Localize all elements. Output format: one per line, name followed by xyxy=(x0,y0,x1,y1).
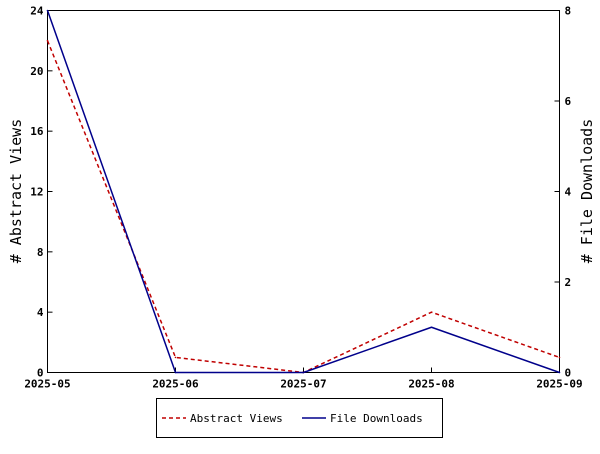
right-tick-label: 0 xyxy=(565,367,572,380)
data-point-abstract-views xyxy=(558,356,561,359)
left-tick-label: 16 xyxy=(30,125,44,138)
right-tick-label: 2 xyxy=(565,276,572,289)
data-point-abstract-views xyxy=(430,311,433,313)
left-tick-label: 24 xyxy=(30,5,44,18)
data-point-file-downloads xyxy=(430,326,433,329)
left-axis-ticks: 0 4 8 12 16 20 24 xyxy=(30,5,53,380)
data-point-abstract-views xyxy=(174,356,177,359)
legend-label-file-downloads: File Downloads xyxy=(330,412,423,425)
x-tick-label: 2025-07 xyxy=(280,378,326,391)
x-tick-label: 2025-09 xyxy=(536,378,582,391)
series-line-abstract-views xyxy=(46,40,560,374)
right-axis-ticks: 0 2 4 6 8 xyxy=(554,5,572,380)
left-tick-label: 0 xyxy=(37,367,44,380)
data-point-file-downloads xyxy=(302,371,305,374)
legend-label-abstract-views: Abstract Views xyxy=(190,412,283,425)
data-point-file-downloads xyxy=(46,9,49,12)
series-line-file-downloads xyxy=(46,10,560,374)
x-axis-ticks: 2025-05 2025-06 2025-07 2025-08 2025-09 xyxy=(24,367,583,391)
x-tick-label: 2025-05 xyxy=(24,378,70,391)
x-tick-label: 2025-08 xyxy=(408,378,454,391)
left-tick-label: 20 xyxy=(30,65,43,78)
legend-box xyxy=(156,398,443,438)
data-point-abstract-views xyxy=(46,39,49,42)
right-axis-title: # File Downloads xyxy=(578,119,596,264)
right-tick-label: 8 xyxy=(565,5,572,18)
left-axis-title: # Abstract Views xyxy=(7,119,25,264)
left-tick-label: 8 xyxy=(37,246,44,259)
plot-frame xyxy=(47,10,560,373)
data-point-file-downloads xyxy=(558,371,561,374)
legend: Abstract Views File Downloads xyxy=(156,398,443,438)
series-layer xyxy=(46,9,561,374)
right-tick-label: 4 xyxy=(565,186,572,199)
left-tick-label: 4 xyxy=(37,306,44,319)
x-tick-label: 2025-06 xyxy=(152,378,199,391)
left-tick-label: 12 xyxy=(30,186,43,199)
right-tick-label: 6 xyxy=(565,95,572,108)
data-point-file-downloads xyxy=(174,371,177,374)
